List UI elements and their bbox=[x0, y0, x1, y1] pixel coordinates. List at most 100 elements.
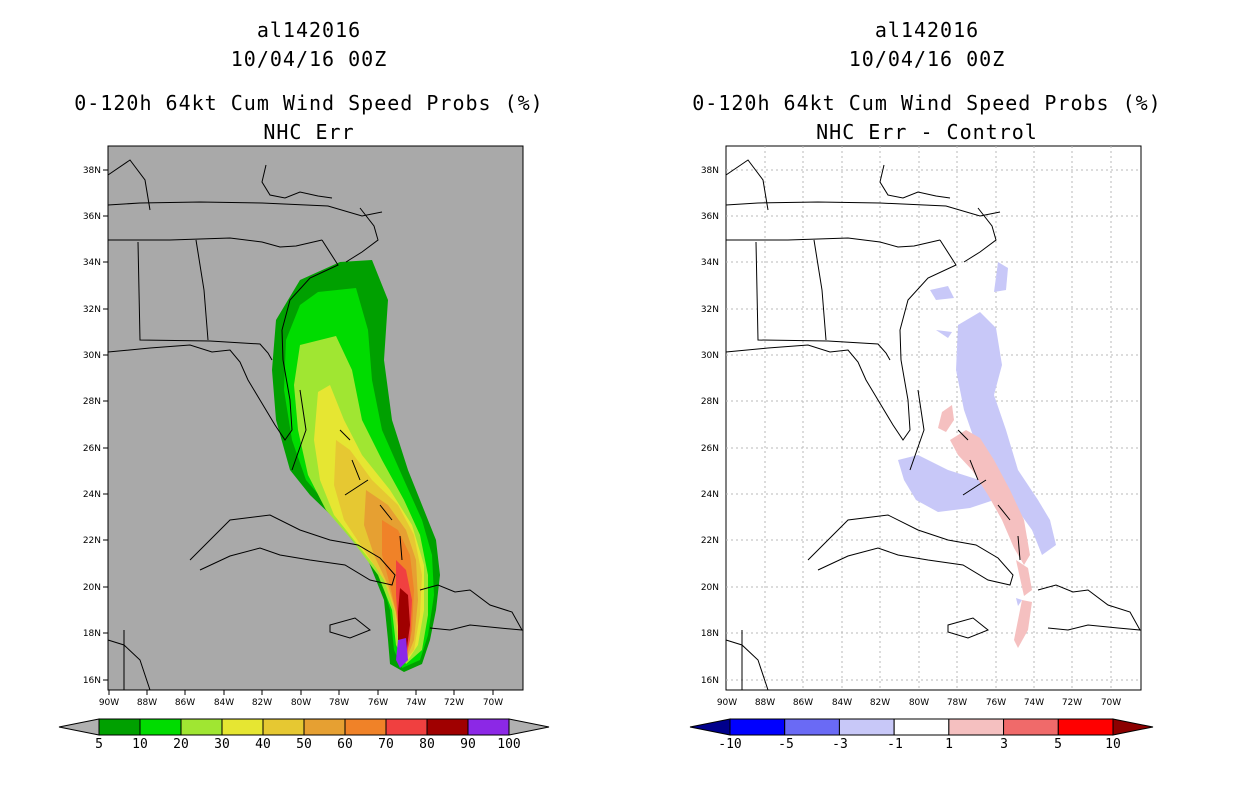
diff-positive-region bbox=[950, 430, 1030, 565]
cb-label: 20 bbox=[173, 737, 189, 752]
lon-label: 82W bbox=[252, 698, 272, 708]
lon-label: 84W bbox=[832, 698, 852, 708]
lat-label: 16N bbox=[701, 676, 719, 686]
lon-label: 86W bbox=[175, 698, 195, 708]
lon-label: 86W bbox=[793, 698, 813, 708]
lon-label: 70W bbox=[483, 698, 503, 708]
lat-label: 20N bbox=[701, 583, 719, 593]
lat-label: 22N bbox=[701, 536, 719, 546]
right-datetime: 10/04/16 00Z bbox=[848, 47, 1006, 71]
colorbar-swatch bbox=[98, 718, 141, 736]
left-map: 38N 36N 34N 32N 30N 28N 26N 24N 22N 20N … bbox=[83, 145, 524, 708]
lon-label: 88W bbox=[137, 698, 157, 708]
right-colorbar bbox=[689, 718, 1154, 736]
colorbar-swatch bbox=[467, 718, 510, 736]
lat-label: 38N bbox=[701, 166, 719, 176]
right-panel: al142016 10/04/16 00Z 0-120h 64kt Cum Wi… bbox=[618, 0, 1236, 800]
lon-label: 76W bbox=[986, 698, 1006, 708]
right-product-title: 0-120h 64kt Cum Wind Speed Probs (%) bbox=[692, 91, 1162, 115]
colorbar-over-triangle bbox=[1112, 718, 1154, 736]
colorbar-swatch bbox=[893, 718, 950, 736]
lon-label: 84W bbox=[214, 698, 234, 708]
right-subtitle: NHC Err - Control bbox=[816, 120, 1038, 144]
lat-label: 34N bbox=[83, 258, 101, 268]
diff-negative-region bbox=[930, 286, 954, 300]
lon-label: 76W bbox=[368, 698, 388, 708]
lat-label: 20N bbox=[83, 583, 101, 593]
left-lon-ticks bbox=[108, 690, 494, 695]
diff-negative-region bbox=[956, 312, 1056, 555]
cb-label: 70 bbox=[378, 737, 394, 752]
lon-label: 90W bbox=[99, 698, 119, 708]
lon-label: 72W bbox=[1062, 698, 1082, 708]
lat-label: 24N bbox=[701, 490, 719, 500]
lon-label: 80W bbox=[909, 698, 929, 708]
colorbar-swatch bbox=[838, 718, 895, 736]
lat-label: 22N bbox=[83, 536, 101, 546]
cb-label: -3 bbox=[832, 737, 848, 752]
lat-label: 34N bbox=[701, 258, 719, 268]
lon-label: 70W bbox=[1101, 698, 1121, 708]
cb-label: 10 bbox=[132, 737, 148, 752]
cb-label: 10 bbox=[1105, 737, 1121, 752]
left-subtitle: NHC Err bbox=[263, 120, 355, 144]
left-lat-ticks bbox=[103, 169, 108, 681]
lat-label: 32N bbox=[83, 305, 101, 315]
colorbar-under-triangle bbox=[689, 718, 731, 736]
diff-negative-region bbox=[936, 330, 952, 338]
diff-positive-region bbox=[938, 405, 954, 432]
lat-label: 28N bbox=[83, 397, 101, 407]
lat-label: 16N bbox=[83, 676, 101, 686]
colorbar-swatch bbox=[1057, 718, 1114, 736]
left-storm-id: al142016 bbox=[256, 18, 362, 42]
lat-label: 38N bbox=[83, 166, 101, 176]
right-storm-id: al142016 bbox=[874, 18, 980, 42]
colorbar-over-triangle bbox=[508, 718, 550, 736]
colorbar-swatch bbox=[221, 718, 264, 736]
lon-label: 74W bbox=[406, 698, 426, 708]
cb-label: 90 bbox=[460, 737, 476, 752]
lon-label: 74W bbox=[1024, 698, 1044, 708]
cb-label: 50 bbox=[296, 737, 312, 752]
lat-label: 36N bbox=[701, 212, 719, 222]
left-colorbar bbox=[58, 718, 550, 736]
colorbar-swatch bbox=[139, 718, 182, 736]
diff-negative-region bbox=[994, 262, 1008, 292]
left-datetime: 10/04/16 00Z bbox=[230, 47, 388, 71]
lat-label: 26N bbox=[701, 444, 719, 454]
left-product-title: 0-120h 64kt Cum Wind Speed Probs (%) bbox=[74, 91, 544, 115]
colorbar-swatch bbox=[344, 718, 387, 736]
cb-label: 40 bbox=[255, 737, 271, 752]
map-background bbox=[725, 145, 1142, 691]
colorbar-swatch bbox=[385, 718, 428, 736]
lat-label: 32N bbox=[701, 305, 719, 315]
lon-label: 88W bbox=[755, 698, 775, 708]
colorbar-swatch bbox=[948, 718, 1005, 736]
cb-label: -5 bbox=[778, 737, 794, 752]
lat-label: 36N bbox=[83, 212, 101, 222]
colorbar-swatch bbox=[729, 718, 786, 736]
lat-label: 30N bbox=[83, 351, 101, 361]
cb-label: -1 bbox=[887, 737, 903, 752]
lon-label: 78W bbox=[947, 698, 967, 708]
colorbar-swatch bbox=[303, 718, 346, 736]
lon-label: 78W bbox=[329, 698, 349, 708]
cb-label: 3 bbox=[1000, 737, 1008, 752]
diff-positive-region bbox=[1014, 600, 1032, 648]
lat-label: 18N bbox=[83, 629, 101, 639]
colorbar-swatch bbox=[1003, 718, 1059, 736]
lon-label: 82W bbox=[870, 698, 890, 708]
colorbar-swatch bbox=[262, 718, 305, 736]
cb-label: 5 bbox=[95, 737, 103, 752]
cb-label: 30 bbox=[214, 737, 230, 752]
lat-label: 28N bbox=[701, 397, 719, 407]
right-coastlines bbox=[725, 159, 1141, 691]
cb-label: 60 bbox=[337, 737, 353, 752]
right-map: 38N 36N 34N 32N 30N 28N 26N 24N 22N 20N … bbox=[701, 145, 1142, 708]
prob-contour-90 bbox=[396, 638, 408, 668]
lat-label: 24N bbox=[83, 490, 101, 500]
colorbar-swatch bbox=[180, 718, 223, 736]
cb-label: 5 bbox=[1054, 737, 1062, 752]
lat-label: 18N bbox=[701, 629, 719, 639]
lat-label: 30N bbox=[701, 351, 719, 361]
